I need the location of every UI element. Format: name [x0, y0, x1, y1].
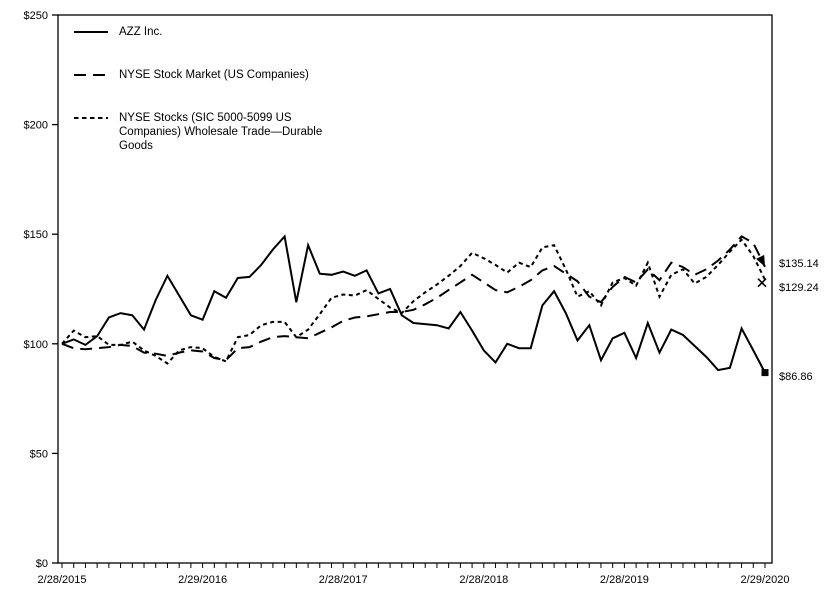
- x-axis-tick-label: 2/28/2018: [459, 574, 508, 586]
- y-axis-tick-label: $200: [24, 120, 48, 132]
- legend-label-azz: AZZ Inc.: [119, 26, 163, 38]
- y-axis-tick-label: $50: [30, 448, 48, 460]
- y-axis-tick-label: $100: [24, 339, 48, 351]
- end-value-label-nyse: $135.14: [779, 257, 819, 270]
- end-marker-square: [761, 369, 769, 377]
- end-value-label-sic: $129.24: [779, 281, 819, 294]
- x-axis-tick-label: 2/29/2020: [741, 574, 790, 586]
- series-line-1: [61, 235, 766, 362]
- legend-line-short-dash-icon: [74, 117, 108, 119]
- x-axis-tick-label: 2/29/2016: [178, 574, 227, 586]
- plot-border: [57, 14, 773, 564]
- legend-line-solid-icon: [74, 31, 108, 33]
- end-marker-arrow: [756, 254, 765, 267]
- end-marker-x: [757, 278, 767, 288]
- x-axis-tick-label: 2/28/2017: [319, 574, 368, 586]
- series-line-2: [61, 238, 766, 365]
- legend-label-nyse: NYSE Stock Market (US Companies): [119, 69, 309, 81]
- legend-line-long-dash-icon: [74, 74, 108, 76]
- legend-item-sic: NYSE Stocks (SIC 5000-5099 US Companies)…: [74, 111, 339, 153]
- x-axis-tick-label: 2/28/2015: [38, 574, 87, 586]
- x-axis-tick-label: 2/28/2019: [600, 574, 649, 586]
- end-value-label-azz: $86.86: [779, 370, 813, 383]
- legend-label-sic: NYSE Stocks (SIC 5000-5099 US Companies)…: [119, 112, 323, 152]
- legend-item-azz: AZZ Inc.: [74, 25, 339, 39]
- legend-item-nyse: NYSE Stock Market (US Companies): [74, 68, 339, 82]
- y-axis-tick-label: $0: [36, 558, 48, 570]
- chart-legend: AZZ Inc. NYSE Stock Market (US Companies…: [74, 25, 339, 182]
- y-axis-tick-label: $150: [24, 229, 48, 241]
- series-line-0: [61, 234, 766, 374]
- y-axis-tick-label: $250: [24, 10, 48, 22]
